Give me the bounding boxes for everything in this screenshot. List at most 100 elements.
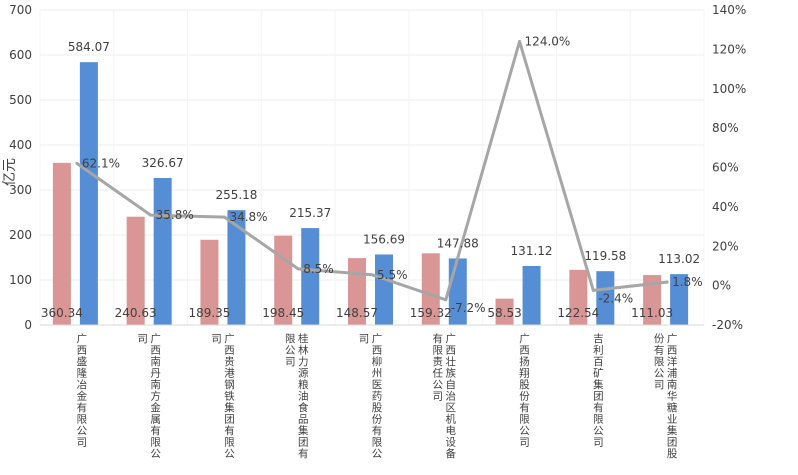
line-data-label: -7.2% xyxy=(451,301,486,315)
x-tick-char: 广 xyxy=(150,333,161,345)
bar xyxy=(126,216,145,325)
x-tick-char: 港 xyxy=(224,368,235,380)
x-tick-char: 百 xyxy=(593,356,604,368)
x-tick-char: 有 xyxy=(593,401,604,414)
y2-tick-label: 140% xyxy=(712,3,746,17)
data-label: 58.53 xyxy=(487,306,521,320)
y-tick-label: 200 xyxy=(9,228,32,242)
line-data-label: 8.5% xyxy=(303,262,334,276)
line-point xyxy=(444,298,448,302)
x-tick-char: 广 xyxy=(667,333,678,345)
bar xyxy=(227,210,246,325)
line-data-label: -2.4% xyxy=(598,291,633,305)
y-tick-label: 300 xyxy=(9,183,32,197)
x-tick-char: 翔 xyxy=(519,367,530,380)
data-label: 119.58 xyxy=(584,249,626,263)
line-point xyxy=(296,267,300,271)
x-tick-char: 钢 xyxy=(224,378,235,391)
x-tick-char: 广 xyxy=(372,333,383,345)
y2-tick-label: 120% xyxy=(712,42,746,56)
x-tick-char: 团 xyxy=(298,437,309,449)
x-tick-char: 公 xyxy=(285,345,296,357)
x-tick-char: 司 xyxy=(285,356,296,368)
bar xyxy=(522,265,541,325)
y2-tick-label: 80% xyxy=(712,121,739,135)
x-tick-char: 公 xyxy=(433,379,444,391)
x-tick-char: 股 xyxy=(519,379,530,391)
y2-tick-label: 40% xyxy=(712,200,739,214)
x-tick-char: 糖 xyxy=(667,401,678,414)
bar-series xyxy=(52,62,689,326)
x-tick-char: 金 xyxy=(77,390,88,403)
data-label: 159.32 xyxy=(410,306,452,320)
x-tick-char: 盛 xyxy=(77,355,88,368)
x-tick-char: 公 xyxy=(372,448,383,460)
bar xyxy=(274,235,293,325)
y-tick-label: 700 xyxy=(9,3,32,17)
line-point xyxy=(75,161,79,165)
x-tick-char: 公 xyxy=(654,368,665,380)
x-tick-char: 份 xyxy=(654,333,665,345)
data-label: 148.57 xyxy=(336,306,378,320)
y2-tick-label: 0% xyxy=(712,279,731,293)
x-tick-char: 广 xyxy=(446,333,457,345)
x-tick-char: 西 xyxy=(224,345,235,357)
bar xyxy=(643,275,662,325)
x-tick-char: 浦 xyxy=(667,367,678,380)
x-tick-char: 有 xyxy=(654,344,665,357)
x-tick-char: 限 xyxy=(285,333,296,345)
data-label: 240.63 xyxy=(115,306,157,320)
x-tick-char: 设 xyxy=(446,437,457,449)
line-point xyxy=(591,288,595,292)
x-tick-char: 限 xyxy=(77,414,88,426)
x-tick-char: 集 xyxy=(667,424,678,437)
line-data-label: 5.5% xyxy=(377,268,408,282)
x-tick-char: 有 xyxy=(298,447,309,460)
x-tick-char: 司 xyxy=(654,379,665,391)
x-tick-char: 公 xyxy=(150,448,161,460)
y2-tick-label: 60% xyxy=(712,161,739,175)
x-tick-char: 族 xyxy=(446,367,457,380)
x-tick-char: 股 xyxy=(372,402,383,414)
bar xyxy=(301,228,320,325)
bar xyxy=(153,177,172,325)
x-tick-char: 团 xyxy=(667,437,678,449)
x-tick-char: 司 xyxy=(519,437,530,449)
gridlines xyxy=(39,9,705,326)
y-tick-label: 600 xyxy=(9,48,32,62)
y-tick-label: 500 xyxy=(9,93,32,107)
line-point xyxy=(149,213,153,217)
x-tick-char: 有 xyxy=(433,332,444,345)
line-data-label: 62.1% xyxy=(82,156,120,170)
x-tick-char: 任 xyxy=(433,367,444,380)
x-tick-char: 集 xyxy=(593,378,604,391)
x-tick-char: 司 xyxy=(77,437,88,449)
x-tick-char: 司 xyxy=(433,391,444,403)
x-tick-char: 粮 xyxy=(298,378,309,391)
x-tick-char: 责 xyxy=(433,355,444,368)
line-point xyxy=(370,273,374,277)
x-tick-char: 限 xyxy=(519,414,530,426)
x-tick-char: 限 xyxy=(433,345,444,357)
x-tick-char: 西 xyxy=(77,345,88,357)
x-tick-char: 广 xyxy=(519,333,530,345)
x-tick-char: 吉 xyxy=(593,333,604,345)
x-tick-char: 柳 xyxy=(372,355,383,368)
x-tick-char: 有 xyxy=(77,401,88,414)
line-data-label: 1.8% xyxy=(672,275,703,289)
data-label: 584.07 xyxy=(68,40,110,54)
x-tick-char: 公 xyxy=(593,425,604,437)
axes: 0 100 200 300 400 500 600 700 -20% 0% 20% 40% 60% 80%… xyxy=(9,3,746,460)
x-tick-char: 铁 xyxy=(224,390,235,403)
x-tick-char: 医 xyxy=(372,379,383,391)
x-tick-char: 壮 xyxy=(446,356,457,368)
